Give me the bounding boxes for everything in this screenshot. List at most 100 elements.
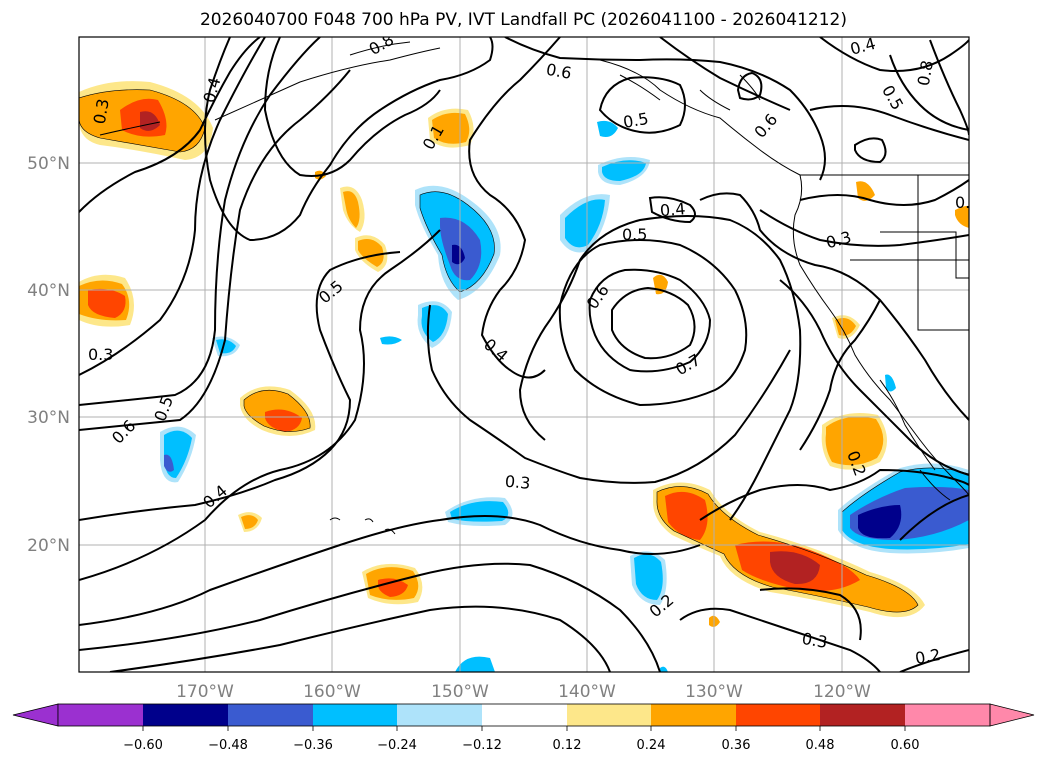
- colorbar-swatch: [651, 704, 736, 726]
- colorbar-frame: [57, 703, 991, 727]
- contour-label: 0.6: [545, 60, 573, 83]
- pv-contour: [588, 268, 712, 373]
- pv-contour: [759, 587, 862, 641]
- pv-contour: [759, 209, 969, 247]
- pv-contour: [889, 54, 969, 131]
- colorbar-tick-label: 0.24: [637, 738, 666, 753]
- shading-outline: [841, 467, 969, 513]
- lat-label: 50°N: [27, 154, 70, 174]
- contour-label: 0.3: [800, 629, 828, 652]
- pv-contour: [659, 37, 791, 111]
- colorbar-swatch: [143, 704, 228, 726]
- pv-contour: [79, 515, 701, 626]
- colorbar-swatch: [397, 704, 482, 726]
- coastline-aleutians: [99, 41, 411, 136]
- lat-label: 20°N: [27, 536, 70, 556]
- anomaly-positive: [140, 111, 160, 131]
- pv-contour: [79, 251, 401, 521]
- contour-label: 0.4: [659, 199, 686, 220]
- shading-outline: [419, 191, 495, 293]
- lon-label: 140°W: [558, 682, 616, 702]
- pv-contour: [204, 37, 494, 242]
- pv-contour: [819, 37, 969, 72]
- pv-contour: [699, 468, 969, 521]
- pv-contour: [426, 304, 791, 484]
- pv-contour: [109, 605, 611, 672]
- pv-contour: [611, 286, 696, 360]
- lon-label: 150°W: [431, 682, 489, 702]
- pv-contour: [79, 229, 441, 581]
- colorbar-tick-label: −0.24: [377, 738, 417, 753]
- contour-label: 0.3: [504, 472, 531, 493]
- pv-contour: [779, 279, 969, 476]
- shading-outlines: [79, 89, 969, 613]
- colorbar-swatch: [905, 704, 990, 726]
- anomaly-negative: [452, 244, 465, 265]
- pv-contour: [79, 37, 321, 406]
- anomaly-positive: [825, 416, 884, 466]
- anomaly-negative: [660, 666, 668, 672]
- pv-contour: [468, 37, 561, 379]
- anomaly-negative: [597, 120, 618, 137]
- pv-contour: [648, 196, 696, 224]
- lon-label: 120°W: [813, 682, 871, 702]
- anomaly-positive: [835, 318, 856, 336]
- pv-contour: [79, 69, 351, 431]
- pv-contour: [736, 71, 763, 101]
- anomaly-positive: [88, 288, 126, 318]
- colorbar-tick-label: −0.60: [123, 738, 163, 753]
- anomaly-negative: [216, 339, 236, 354]
- pv-contour: [79, 562, 661, 672]
- pv-contours: [79, 37, 969, 672]
- contour-label: 0.4: [848, 34, 878, 59]
- longitude-labels: 170°W 160°W 150°W 140°W 130°W 120°W: [176, 682, 871, 702]
- anomaly-negative: [858, 505, 902, 539]
- anomaly-positive: [265, 409, 302, 432]
- lon-label: 160°W: [303, 682, 361, 702]
- colorbar-tick-label: −0.12: [462, 738, 502, 753]
- pv-contour: [854, 137, 887, 164]
- pv-contour: [79, 37, 261, 213]
- pv-contour: [79, 37, 266, 376]
- colorbar-swatch: [228, 704, 313, 726]
- pv-contour: [699, 192, 969, 421]
- shading-outline: [243, 389, 311, 432]
- latitude-labels: 50°N 40°N 30°N 20°N: [27, 154, 70, 556]
- shading-outline: [79, 89, 206, 153]
- anomaly-negative: [164, 454, 174, 472]
- pv-contour: [799, 299, 881, 451]
- contour-label: 0.5: [622, 225, 647, 244]
- contour-label: 0.3: [90, 97, 113, 125]
- map-title: 2026040700 F048 700 hPa PV, IVT Landfall…: [199, 10, 847, 30]
- colorbar-extend-low: [12, 703, 59, 727]
- contour-label: 0.2: [914, 645, 942, 668]
- anomaly-positive: [856, 181, 875, 201]
- pv-contour: [799, 179, 969, 206]
- pv-contour: [263, 37, 441, 177]
- lat-label: 40°N: [27, 281, 70, 301]
- anomaly-negative: [885, 374, 896, 392]
- pv-contour: [899, 649, 969, 672]
- colorbar-tick-label: −0.36: [293, 738, 333, 753]
- pv-contour: [679, 607, 881, 672]
- lon-label: 130°W: [685, 682, 743, 702]
- lat-label: 30°N: [27, 408, 70, 428]
- colorbar: −0.60 −0.48 −0.36 −0.24 −0.12 0.12 0.24 …: [12, 703, 1035, 753]
- pv-contour: [598, 76, 686, 134]
- colorbar-tick-label: 0.36: [722, 738, 751, 753]
- anomaly-positive: [358, 239, 384, 267]
- plot-frame: [78, 36, 970, 673]
- colorbar-tick-label: 0.12: [553, 738, 582, 753]
- colorbar-swatch: [313, 704, 397, 726]
- anomaly-negative: [455, 656, 495, 672]
- colorbar-swatch: [736, 704, 820, 726]
- colorbar-tick-label: −0.48: [208, 738, 248, 753]
- anomaly-negative: [602, 160, 646, 181]
- pv-contour: [809, 105, 969, 141]
- pv-contour: [504, 37, 826, 181]
- anomaly-negative: [565, 199, 605, 248]
- anomaly-positive: [665, 491, 708, 540]
- contour-label: 0.3: [88, 345, 113, 364]
- pv-contour: [518, 215, 802, 521]
